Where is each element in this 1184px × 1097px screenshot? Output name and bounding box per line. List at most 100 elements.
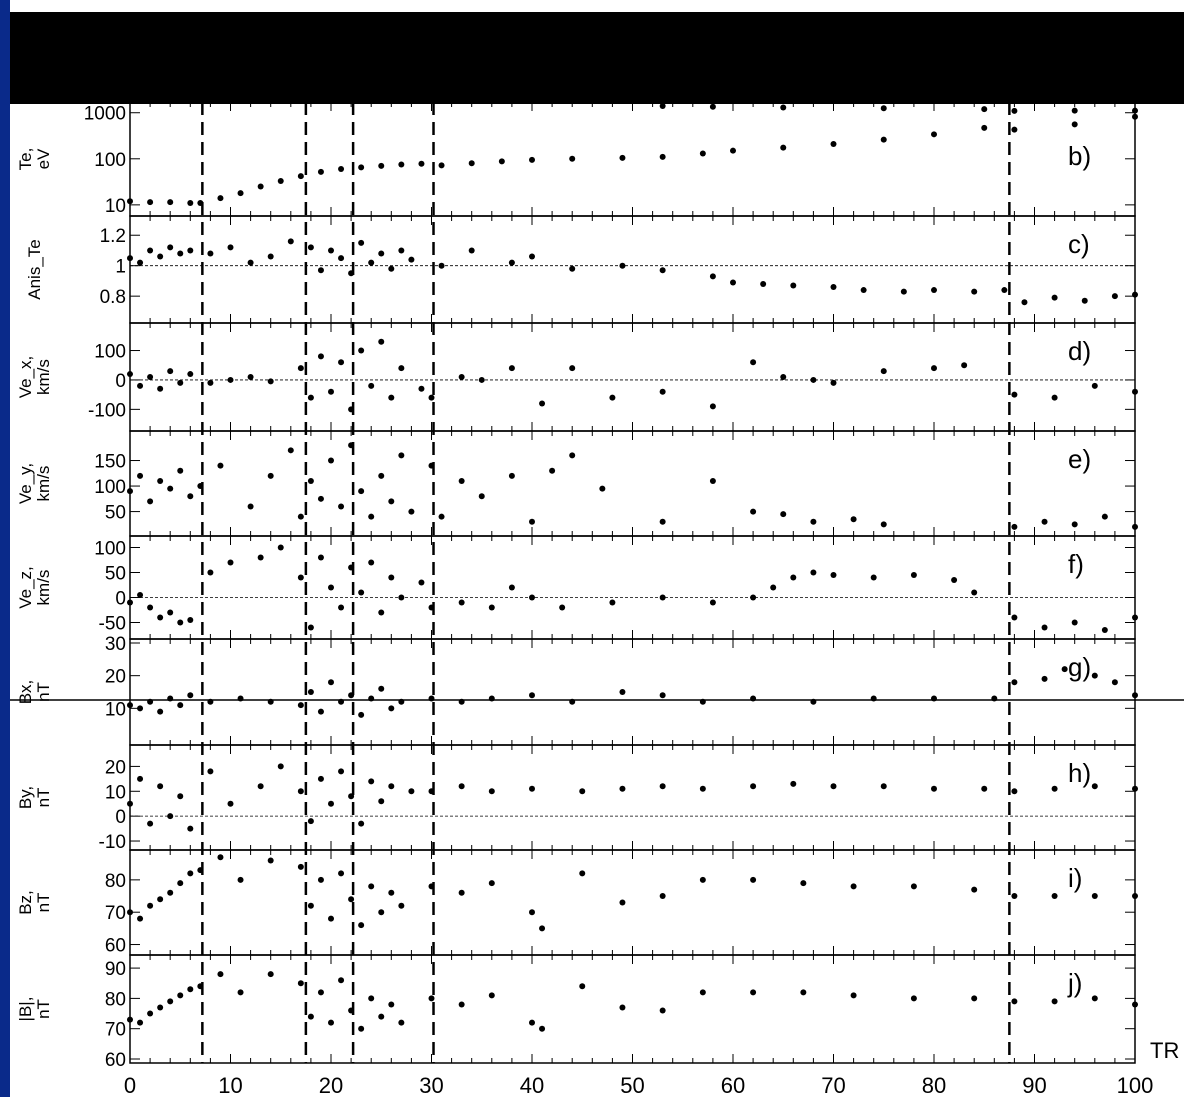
y-tick-label: 100 xyxy=(94,539,126,560)
data-point xyxy=(961,362,968,369)
data-point xyxy=(338,359,345,366)
data-point xyxy=(328,584,334,591)
data-point xyxy=(358,1025,365,1032)
data-point xyxy=(880,105,887,112)
x-tick-label: 0 xyxy=(124,1073,136,1097)
data-point xyxy=(458,599,465,606)
data-point xyxy=(1001,287,1008,294)
x-axis-label: TR xyxy=(1150,1038,1179,1063)
data-point xyxy=(378,472,385,479)
data-point xyxy=(830,284,837,291)
x-tick-label: 40 xyxy=(520,1073,544,1097)
data-point xyxy=(338,503,345,510)
y-axis-label: eV xyxy=(34,148,53,169)
data-point xyxy=(137,592,144,598)
data-point xyxy=(398,452,405,459)
y-axis-label: nT xyxy=(34,893,53,913)
data-point xyxy=(368,883,375,890)
data-point xyxy=(488,992,495,999)
data-point xyxy=(1132,113,1138,120)
y-tick-label: -10 xyxy=(99,832,126,853)
data-point xyxy=(1091,893,1098,900)
y-tick-label: 100 xyxy=(94,342,126,363)
data-point xyxy=(358,820,365,827)
data-point xyxy=(1041,675,1048,682)
y-tick-label: 60 xyxy=(105,936,126,957)
y-tick-label: 50 xyxy=(105,503,126,524)
data-point xyxy=(277,763,284,770)
data-point xyxy=(277,177,284,184)
panel-label: i) xyxy=(1068,863,1082,893)
data-point xyxy=(458,889,465,896)
data-point xyxy=(177,379,184,386)
data-point xyxy=(468,247,475,254)
data-point xyxy=(207,379,214,386)
data-point xyxy=(790,574,797,581)
data-point xyxy=(1071,521,1078,528)
y-tick-label: 20 xyxy=(105,667,126,688)
data-point xyxy=(408,788,415,795)
data-point xyxy=(709,477,716,484)
data-point xyxy=(1111,293,1118,300)
data-point xyxy=(388,889,395,896)
data-point xyxy=(931,785,937,792)
data-point xyxy=(388,574,395,581)
data-point xyxy=(227,800,234,807)
data-point xyxy=(257,554,264,561)
data-point xyxy=(750,359,757,366)
data-point xyxy=(317,267,324,274)
data-point xyxy=(187,493,194,500)
data-point xyxy=(157,477,164,484)
data-point xyxy=(127,488,133,495)
data-point xyxy=(699,785,706,792)
data-point xyxy=(850,992,857,999)
data-point xyxy=(297,513,304,520)
data-point xyxy=(910,883,917,890)
y-axis-label: By, xyxy=(16,786,35,809)
data-point xyxy=(810,518,817,525)
data-point xyxy=(358,239,365,246)
data-point xyxy=(338,604,345,611)
data-point xyxy=(750,783,757,790)
data-point xyxy=(1132,893,1138,900)
data-point xyxy=(508,584,515,591)
y-axis-label: nT xyxy=(34,788,53,808)
data-point xyxy=(227,244,234,251)
x-tick-label: 90 xyxy=(1022,1073,1046,1097)
data-point xyxy=(408,508,415,515)
data-point xyxy=(398,902,405,909)
data-point xyxy=(177,992,184,999)
data-point xyxy=(147,247,154,254)
panel-frame xyxy=(129,535,1136,640)
data-point xyxy=(468,160,475,167)
data-point xyxy=(338,255,345,262)
data-point xyxy=(529,156,535,163)
y-axis-label: Ve_y, xyxy=(16,463,35,504)
data-point xyxy=(147,199,154,206)
data-point xyxy=(227,559,234,566)
data-point xyxy=(1091,672,1098,679)
data-point xyxy=(830,783,837,790)
data-point xyxy=(287,238,294,245)
data-point xyxy=(830,572,837,578)
data-point xyxy=(1061,666,1068,673)
data-point xyxy=(398,594,405,601)
data-point xyxy=(981,785,988,792)
data-point xyxy=(1011,893,1018,900)
data-point xyxy=(850,883,857,890)
y-tick-label: 10 xyxy=(105,196,126,217)
data-point xyxy=(1051,394,1058,401)
y-axis-label: |B|, xyxy=(16,997,35,1022)
data-point xyxy=(237,190,244,197)
data-point xyxy=(619,262,626,269)
data-point xyxy=(508,472,515,479)
data-point xyxy=(569,452,576,459)
data-point xyxy=(267,253,274,260)
data-point xyxy=(217,971,224,978)
data-point xyxy=(378,798,385,805)
data-point xyxy=(910,995,917,1002)
y-axis-label: Ve_x, xyxy=(16,356,35,399)
data-point xyxy=(398,365,405,372)
data-point xyxy=(388,394,395,401)
panel-label: f) xyxy=(1068,549,1084,579)
